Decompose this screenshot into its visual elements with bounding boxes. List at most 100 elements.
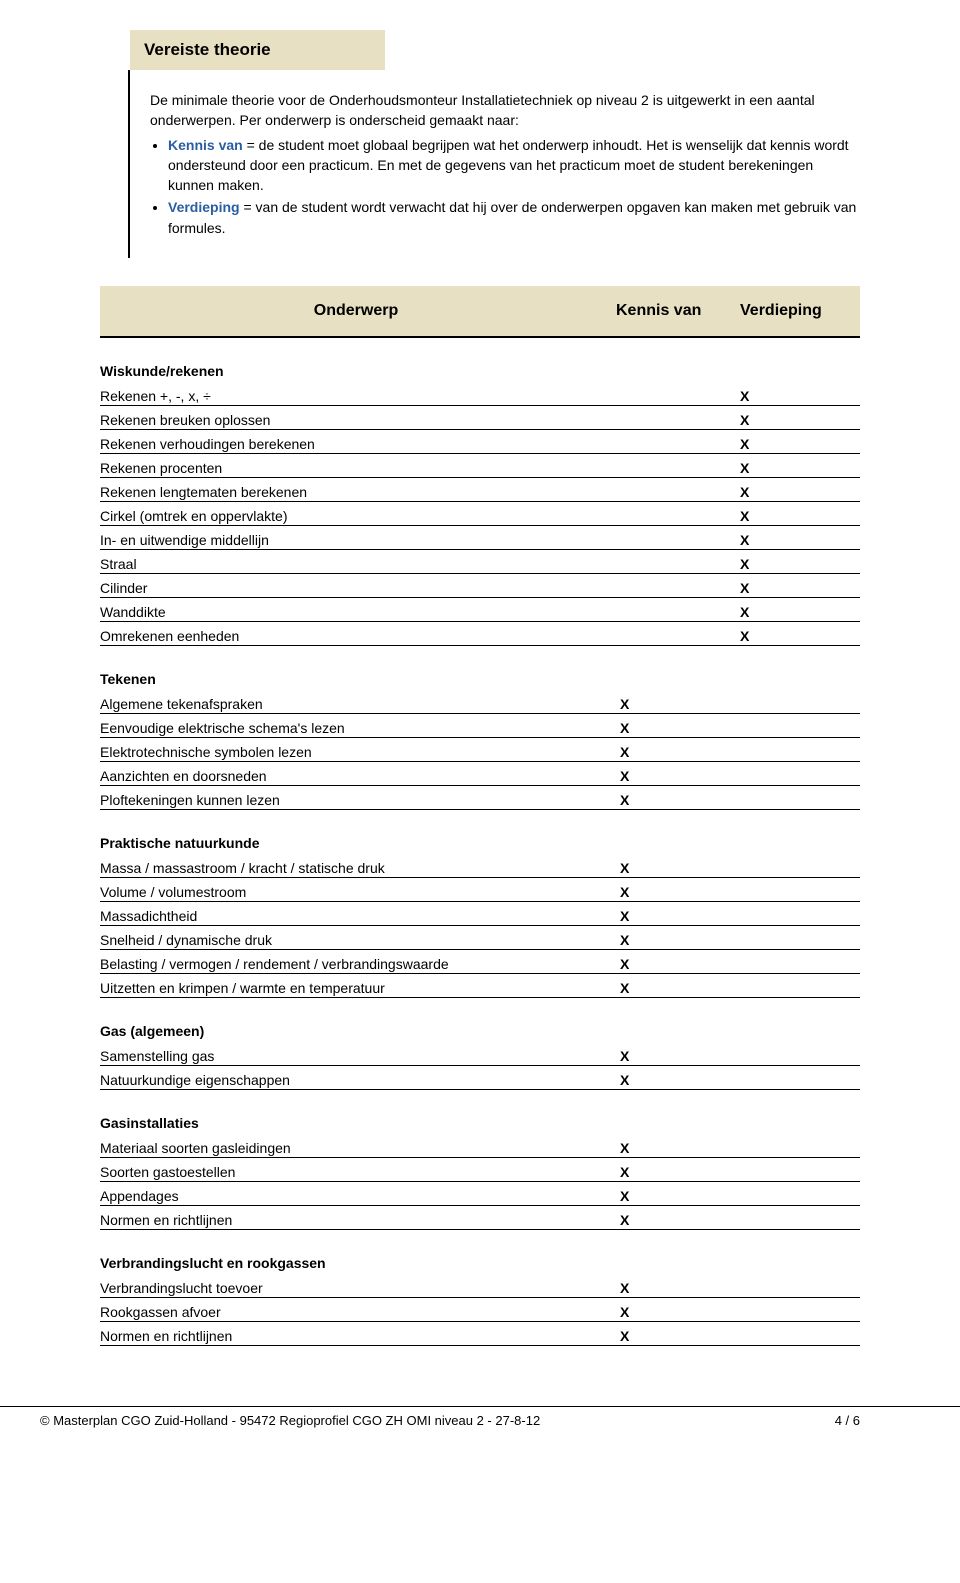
- table-row: AppendagesX: [100, 1182, 860, 1206]
- table-row: Aanzichten en doorsnedenX: [100, 762, 860, 786]
- cell-verdieping: X: [740, 460, 860, 476]
- cell-topic: Normen en richtlijnen: [100, 1212, 620, 1228]
- cell-kennis: X: [620, 1304, 740, 1320]
- table-row: StraalX: [100, 550, 860, 574]
- footer-left: © Masterplan CGO Zuid-Holland - 95472 Re…: [40, 1413, 540, 1428]
- cell-topic: Materiaal soorten gasleidingen: [100, 1140, 620, 1156]
- cell-kennis: X: [620, 768, 740, 784]
- cell-topic: Belasting / vermogen / rendement / verbr…: [100, 956, 620, 972]
- section: Praktische natuurkunde Massa / massastroo…: [100, 832, 860, 998]
- intro-bullet: Verdieping = van de student wordt verwac…: [168, 197, 860, 238]
- intro-block: De minimale theorie voor de Onderhoudsmo…: [128, 70, 860, 258]
- intro-text: = van de student wordt verwacht dat hij …: [168, 199, 856, 235]
- cell-topic: Rekenen breuken oplossen: [100, 412, 620, 428]
- cell-topic: Normen en richtlijnen: [100, 1328, 620, 1344]
- cell-topic: Verbrandingslucht toevoer: [100, 1280, 620, 1296]
- section-title: Gas (algemeen): [100, 1020, 860, 1042]
- table-row: MassadichtheidX: [100, 902, 860, 926]
- cell-verdieping: X: [740, 580, 860, 596]
- cell-topic: Wanddikte: [100, 604, 620, 620]
- table-row: Rekenen breuken oplossen X: [100, 406, 860, 430]
- intro-text: = de student moet globaal begrijpen wat …: [168, 137, 849, 194]
- table-row: Normen en richtlijnenX: [100, 1206, 860, 1230]
- cell-kennis: X: [620, 884, 740, 900]
- cell-kennis: X: [620, 860, 740, 876]
- section-title: Verbrandingslucht en rookgassen: [100, 1252, 860, 1274]
- cell-topic: Massadichtheid: [100, 908, 620, 924]
- cell-topic: Elektrotechnische symbolen lezen: [100, 744, 620, 760]
- cell-kennis: X: [620, 744, 740, 760]
- table-row: Omrekenen eenhedenX: [100, 622, 860, 646]
- cell-kennis: X: [620, 980, 740, 996]
- cell-verdieping: X: [740, 436, 860, 452]
- table-row: Rekenen procentenX: [100, 454, 860, 478]
- section-title: Tekenen: [100, 668, 860, 690]
- table-row: Elektrotechnische symbolen lezenX: [100, 738, 860, 762]
- cell-topic: Aanzichten en doorsneden: [100, 768, 620, 784]
- table-row: Wanddikte X: [100, 598, 860, 622]
- cell-topic: Volume / volumestroom: [100, 884, 620, 900]
- table-row: Normen en richtlijnenX: [100, 1322, 860, 1346]
- cell-kennis: X: [620, 720, 740, 736]
- cell-topic: Massa / massastroom / kracht / statische…: [100, 860, 620, 876]
- cell-kennis: X: [620, 1164, 740, 1180]
- section-title: Wiskunde/rekenen: [100, 360, 860, 382]
- cell-topic: Samenstelling gas: [100, 1048, 620, 1064]
- intro-bullet: Kennis van = de student moet globaal beg…: [168, 135, 860, 196]
- cell-verdieping: X: [740, 412, 860, 428]
- section: Gas (algemeen)Samenstelling gasXNatuurku…: [100, 1020, 860, 1090]
- table-row: Rekenen verhoudingen berekenen X: [100, 430, 860, 454]
- table-row: Rekenen +, -, x, ÷ X: [100, 382, 860, 406]
- section: GasinstallatiesMateriaal soorten gasleid…: [100, 1112, 860, 1230]
- cell-topic: Natuurkundige eigenschappen: [100, 1072, 620, 1088]
- table-row: Rekenen lengtematen berekenenX: [100, 478, 860, 502]
- cell-kennis: X: [620, 932, 740, 948]
- cell-kennis: X: [620, 1212, 740, 1228]
- header-kennis: Kennis van: [612, 302, 736, 320]
- cell-verdieping: X: [740, 532, 860, 548]
- table-row: Cirkel (omtrek en oppervlakte) X: [100, 502, 860, 526]
- cell-topic: Soorten gastoestellen: [100, 1164, 620, 1180]
- section-title: Praktische natuurkunde: [100, 832, 860, 854]
- table-row: Volume / volumestroomX: [100, 878, 860, 902]
- cell-kennis: X: [620, 1280, 740, 1296]
- cell-topic: Cilinder: [100, 580, 620, 596]
- cell-topic: Eenvoudige elektrische schema's lezen: [100, 720, 620, 736]
- table-row: Cilinder X: [100, 574, 860, 598]
- cell-kennis: X: [620, 956, 740, 972]
- cell-topic: Uitzetten en krimpen / warmte en tempera…: [100, 980, 620, 996]
- intro-term: Kennis van: [168, 137, 243, 153]
- intro-paragraph: De minimale theorie voor de Onderhoudsmo…: [150, 90, 860, 131]
- intro-term: Verdieping: [168, 199, 240, 215]
- table-row: In- en uitwendige middellijnX: [100, 526, 860, 550]
- cell-kennis: X: [620, 1140, 740, 1156]
- cell-topic: Rookgassen afvoer: [100, 1304, 620, 1320]
- section: TekenenAlgemene tekenafsprakenXEenvoudig…: [100, 668, 860, 810]
- cell-topic: Rekenen verhoudingen berekenen: [100, 436, 620, 452]
- cell-kennis: X: [620, 1328, 740, 1344]
- table-row: Eenvoudige elektrische schema's lezenX: [100, 714, 860, 738]
- cell-kennis: X: [620, 696, 740, 712]
- page-title: Vereiste theorie: [130, 30, 385, 70]
- table-row: Algemene tekenafsprakenX: [100, 690, 860, 714]
- cell-verdieping: X: [740, 484, 860, 500]
- table-row: Rookgassen afvoerX: [100, 1298, 860, 1322]
- cell-topic: Omrekenen eenheden: [100, 628, 620, 644]
- table-row: Natuurkundige eigenschappenX: [100, 1066, 860, 1090]
- cell-kennis: X: [620, 1048, 740, 1064]
- cell-kennis: X: [620, 792, 740, 808]
- table-row: Belasting / vermogen / rendement / verbr…: [100, 950, 860, 974]
- table-header: Onderwerp Kennis van Verdieping: [100, 286, 860, 338]
- cell-topic: Rekenen +, -, x, ÷: [100, 388, 620, 404]
- cell-topic: Straal: [100, 556, 620, 572]
- cell-verdieping: X: [740, 388, 860, 404]
- footer-right: 4 / 6: [835, 1413, 860, 1428]
- cell-verdieping: X: [740, 508, 860, 524]
- cell-topic: Cirkel (omtrek en oppervlakte): [100, 508, 620, 524]
- table-row: Ploftekeningen kunnen lezenX: [100, 786, 860, 810]
- table-row: Verbrandingslucht toevoerX: [100, 1274, 860, 1298]
- cell-topic: Algemene tekenafspraken: [100, 696, 620, 712]
- table-row: Samenstelling gasX: [100, 1042, 860, 1066]
- table-row: Snelheid / dynamische drukX: [100, 926, 860, 950]
- cell-verdieping: X: [740, 604, 860, 620]
